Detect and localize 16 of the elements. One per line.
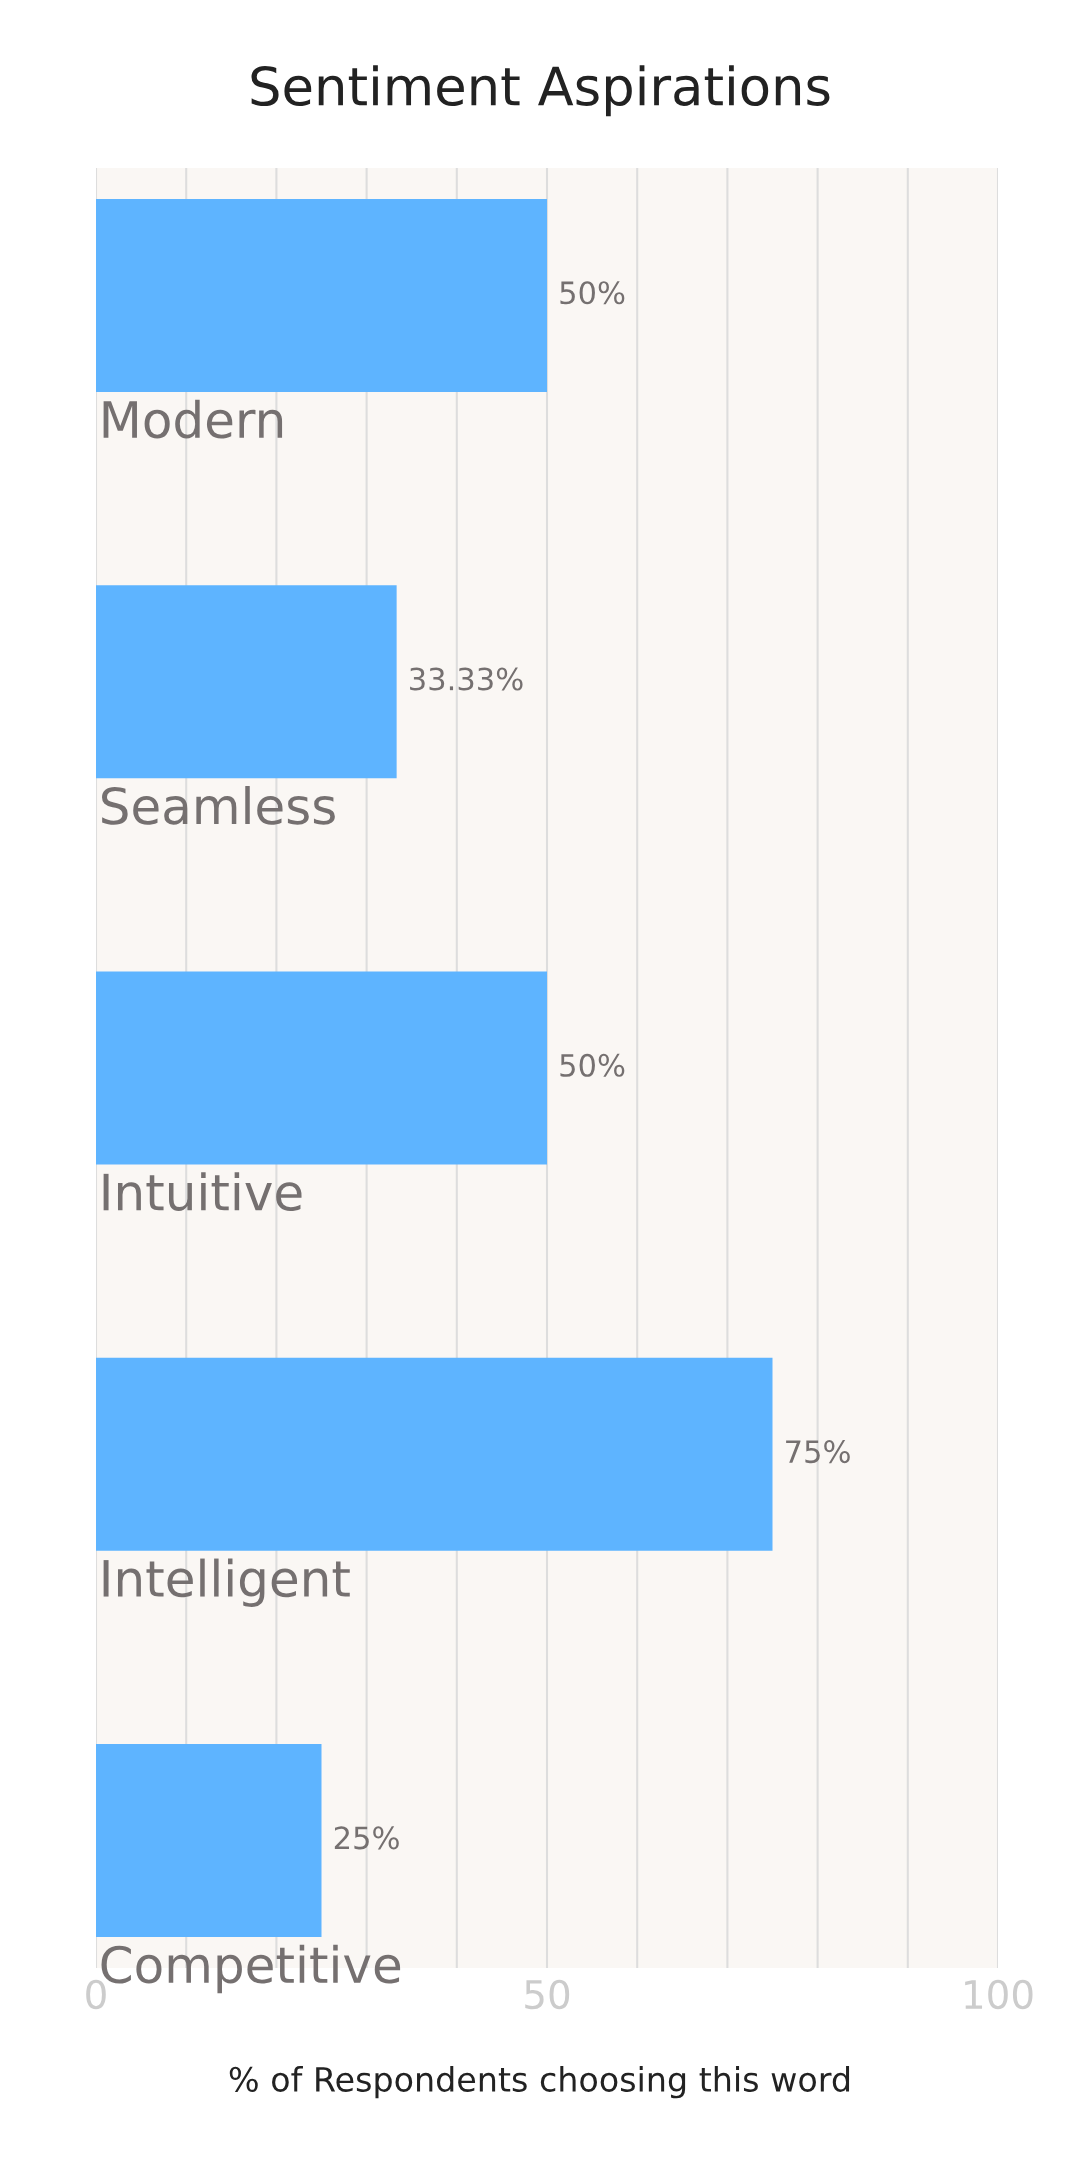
data-label: 50% [560,1053,625,1077]
data-label: 33.33% [410,667,523,691]
y-tick-label: Intelligent [103,1558,350,1607]
chart-title: Sentiment Aspirations [251,65,830,117]
y-tick-label: Intuitive [103,1172,302,1211]
y-tick-label: Modern [103,399,283,439]
x-axis-title: % of Respondents choosing this word [229,2066,850,2099]
y-tick-label: Seamless [102,786,335,825]
bar [96,1357,773,1551]
data-label: 25% [334,1826,399,1850]
bar [96,198,547,393]
data-label: 75% [786,1440,850,1464]
data-label: 50% [560,281,625,305]
bar [96,585,397,779]
bar [96,1743,322,1938]
bar [96,971,547,1165]
